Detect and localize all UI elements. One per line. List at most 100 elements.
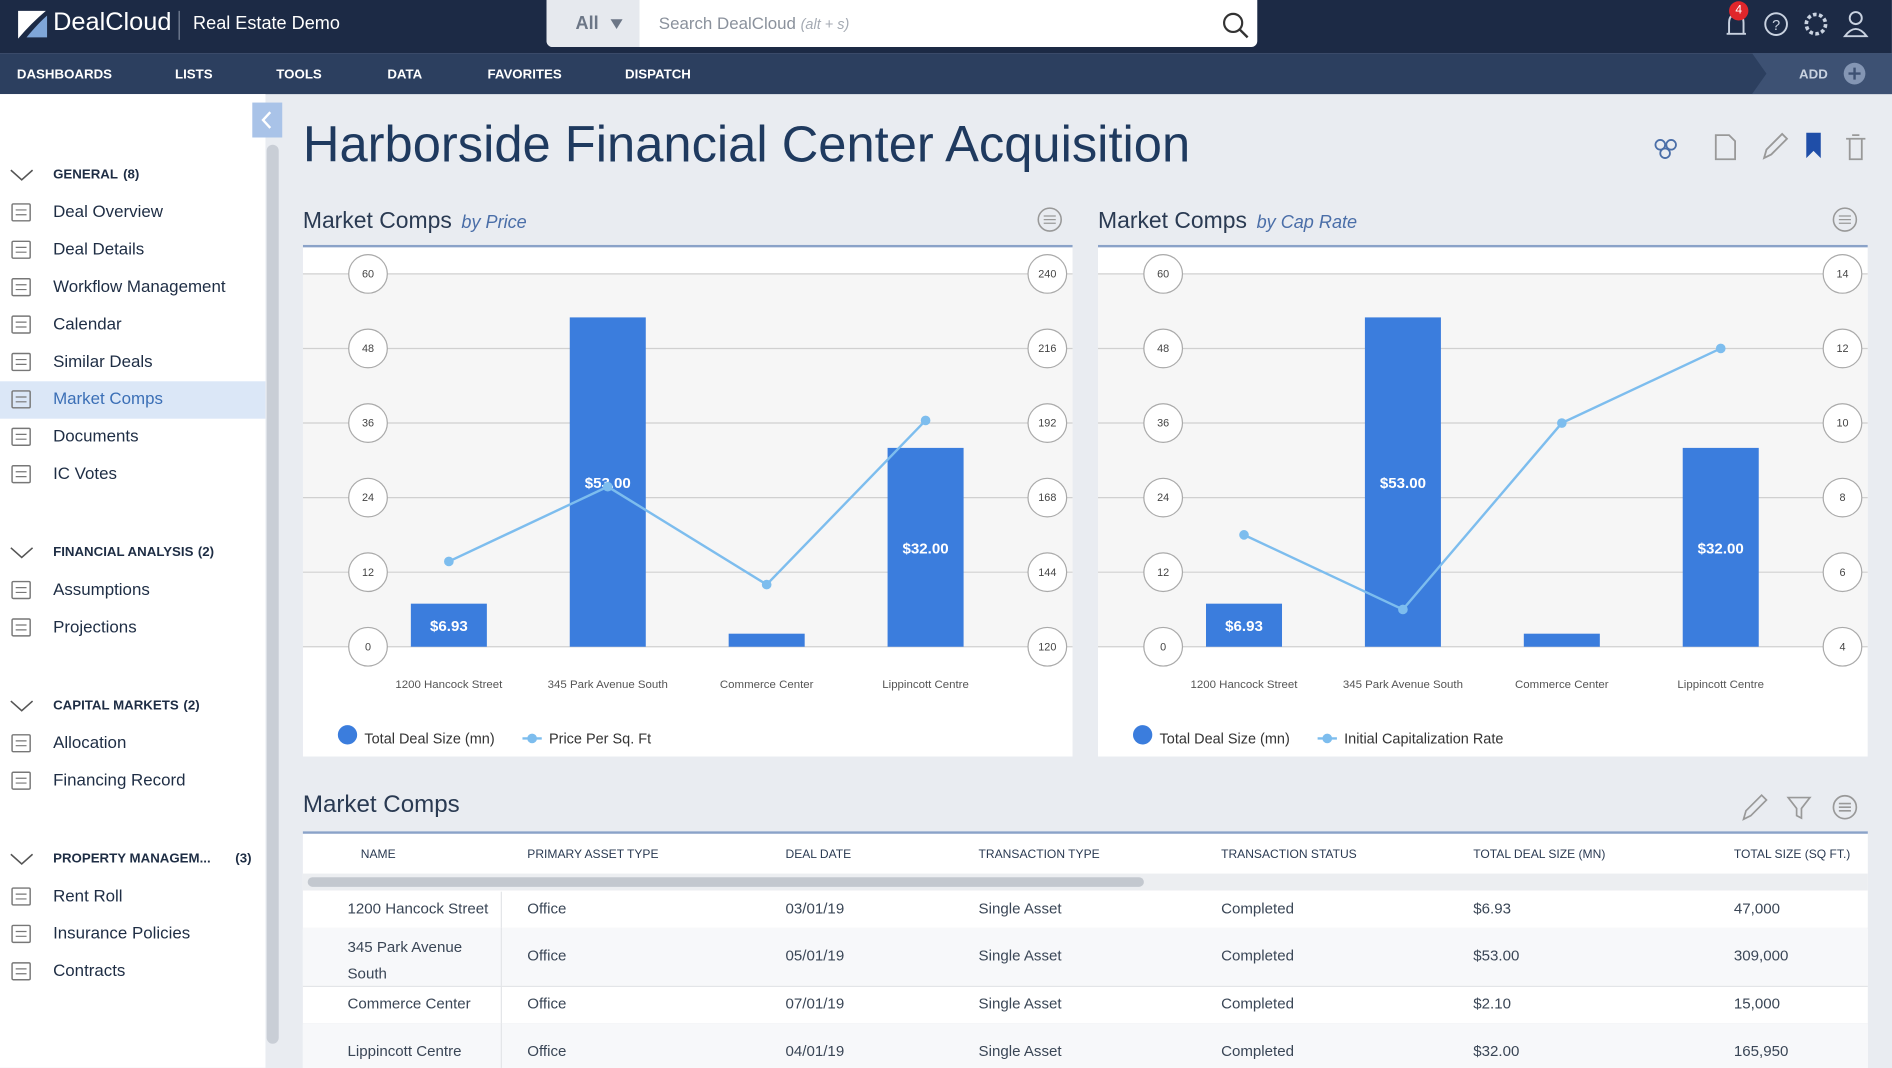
- line-point: [602, 481, 613, 492]
- search-box[interactable]: [546, 0, 1258, 48]
- search-scope-box[interactable]: [546, 0, 640, 48]
- item-icon: [11, 924, 31, 944]
- bookmark-icon[interactable]: [1806, 132, 1821, 159]
- column-header[interactable]: DEAL DATE: [785, 848, 852, 862]
- table-cell[interactable]: Lippincott Centre: [347, 1042, 462, 1060]
- search-icon[interactable]: [1221, 11, 1250, 40]
- column-header[interactable]: NAME: [360, 848, 396, 862]
- y2-tick-label: 10: [1836, 418, 1848, 430]
- column-header[interactable]: TRANSACTION TYPE: [978, 848, 1100, 862]
- chart-top-border: [1098, 244, 1868, 248]
- section-title[interactable]: CAPITAL MARKETS: [53, 698, 179, 714]
- workspace[interactable]: Real Estate Demo: [193, 13, 340, 34]
- chart-menu[interactable]: [1832, 207, 1858, 232]
- chart-menu[interactable]: [1037, 207, 1062, 232]
- bar: [1364, 317, 1441, 647]
- search-input[interactable]: Search DealCloud (alt + s): [659, 13, 849, 32]
- table-cell[interactable]: 1200 Hancock Street: [347, 900, 489, 918]
- sidebar-item[interactable]: Insurance Policies: [53, 923, 191, 943]
- y2-tick-badge: [1027, 328, 1068, 369]
- table-cell: 47,000: [1733, 900, 1781, 918]
- table-cell: 04/01/19: [785, 1042, 845, 1060]
- sidebar-item[interactable]: Rent Roll: [53, 885, 123, 905]
- y-tick-label: 36: [1157, 418, 1169, 430]
- sidebar-item[interactable]: Projections: [53, 616, 137, 636]
- y2-tick-label: 8: [1839, 492, 1845, 504]
- item-icon: [11, 962, 31, 981]
- y-tick-label: 36: [362, 418, 374, 430]
- line: [448, 419, 927, 587]
- sidebar-item[interactable]: Assumptions: [53, 579, 150, 599]
- section-title[interactable]: PROPERTY MANAGEM...: [53, 851, 211, 867]
- sidebar-item[interactable]: Similar Deals: [53, 351, 153, 371]
- profile-icon[interactable]: [1848, 11, 1863, 26]
- legend-label[interactable]: Total Deal Size (mn): [364, 731, 494, 747]
- sidebar-item[interactable]: Deal Overview: [53, 201, 163, 221]
- y2-tick-badge: [1027, 626, 1068, 667]
- collapse-button[interactable]: [252, 102, 283, 138]
- nav-item[interactable]: FAVORITES: [487, 67, 562, 83]
- sidebar-item[interactable]: Allocation: [53, 732, 127, 752]
- dropdown-icon[interactable]: [609, 18, 623, 30]
- legend-label[interactable]: Initial Capitalization Rate: [1344, 731, 1503, 747]
- settings-icon[interactable]: [1804, 12, 1828, 36]
- table-cell: Completed: [1221, 947, 1295, 965]
- y2-tick-badge: [1027, 403, 1068, 443]
- section-toggle[interactable]: [8, 544, 35, 561]
- legend-marker: [337, 725, 358, 745]
- sidebar-item[interactable]: Market Comps: [53, 388, 163, 408]
- legend-label[interactable]: Total Deal Size (mn): [1160, 731, 1290, 747]
- y2-tick-badge: [1822, 403, 1863, 443]
- section-toggle[interactable]: [8, 697, 35, 714]
- x-tick-label: Commerce Center: [720, 679, 814, 691]
- nav-item[interactable]: DATA: [387, 67, 423, 83]
- brand[interactable]: DealCloud: [53, 8, 172, 37]
- add-button[interactable]: ADD: [1799, 67, 1828, 83]
- edit-icon[interactable]: [1762, 132, 1789, 160]
- sidebar-item[interactable]: Deal Details: [53, 238, 145, 259]
- table-scrollbar[interactable]: [307, 877, 1144, 887]
- section-toggle[interactable]: [8, 167, 35, 184]
- sidebar-item[interactable]: Calendar: [53, 313, 122, 334]
- help-icon[interactable]: [1764, 12, 1788, 36]
- section-title[interactable]: FINANCIAL ANALYSIS: [53, 545, 194, 560]
- share-icon[interactable]: [1654, 139, 1667, 151]
- table-edit-icon[interactable]: [1742, 793, 1768, 821]
- profile-body: [1842, 28, 1869, 38]
- item-icon: [11, 240, 31, 259]
- document-icon[interactable]: [1714, 134, 1736, 161]
- x-tick-label: 345 Park Avenue South: [1343, 679, 1463, 691]
- legend-marker: [1322, 733, 1333, 744]
- sidebar-item[interactable]: Workflow Management: [53, 276, 226, 296]
- nav-item[interactable]: LISTS: [174, 67, 213, 83]
- logo[interactable]: [14, 6, 50, 42]
- delete-icon[interactable]: [1846, 134, 1866, 161]
- name-divider: [500, 891, 502, 928]
- sidebar-item[interactable]: Contracts: [53, 960, 126, 980]
- nav-item[interactable]: TOOLS: [276, 67, 322, 83]
- column-header[interactable]: TOTAL SIZE (SQ FT.): [1733, 848, 1851, 862]
- legend-label[interactable]: Price Per Sq. Ft: [549, 731, 651, 747]
- column-header[interactable]: TOTAL DEAL SIZE (MN): [1473, 848, 1606, 862]
- table-filter-icon[interactable]: [1786, 796, 1812, 820]
- section-toggle[interactable]: [8, 851, 35, 868]
- nav-item[interactable]: DISPATCH: [625, 67, 691, 83]
- table-cell[interactable]: 345 Park Avenue South: [347, 938, 463, 983]
- page-title: Harborside Financial Center Acquisition: [302, 115, 1191, 173]
- y-tick-label: 0: [1160, 641, 1166, 653]
- x-tick-label: Commerce Center: [1515, 679, 1609, 691]
- sidebar-item[interactable]: IC Votes: [53, 463, 117, 483]
- chart-title: Market Comps: [303, 207, 452, 233]
- sidebar-scrollbar[interactable]: [266, 144, 279, 1044]
- column-header[interactable]: PRIMARY ASSET TYPE: [527, 848, 659, 862]
- table-menu-icon[interactable]: [1832, 794, 1858, 820]
- column-header[interactable]: TRANSACTION STATUS: [1221, 848, 1357, 862]
- row-divider: [302, 985, 1868, 987]
- sidebar-item[interactable]: Documents: [53, 425, 139, 446]
- sidebar-item[interactable]: Financing Record: [53, 769, 186, 790]
- table-cell[interactable]: Commerce Center: [347, 995, 471, 1013]
- search-scope[interactable]: All: [575, 13, 599, 34]
- section-title[interactable]: GENERAL: [53, 167, 118, 183]
- nav-item[interactable]: DASHBOARDS: [16, 67, 113, 83]
